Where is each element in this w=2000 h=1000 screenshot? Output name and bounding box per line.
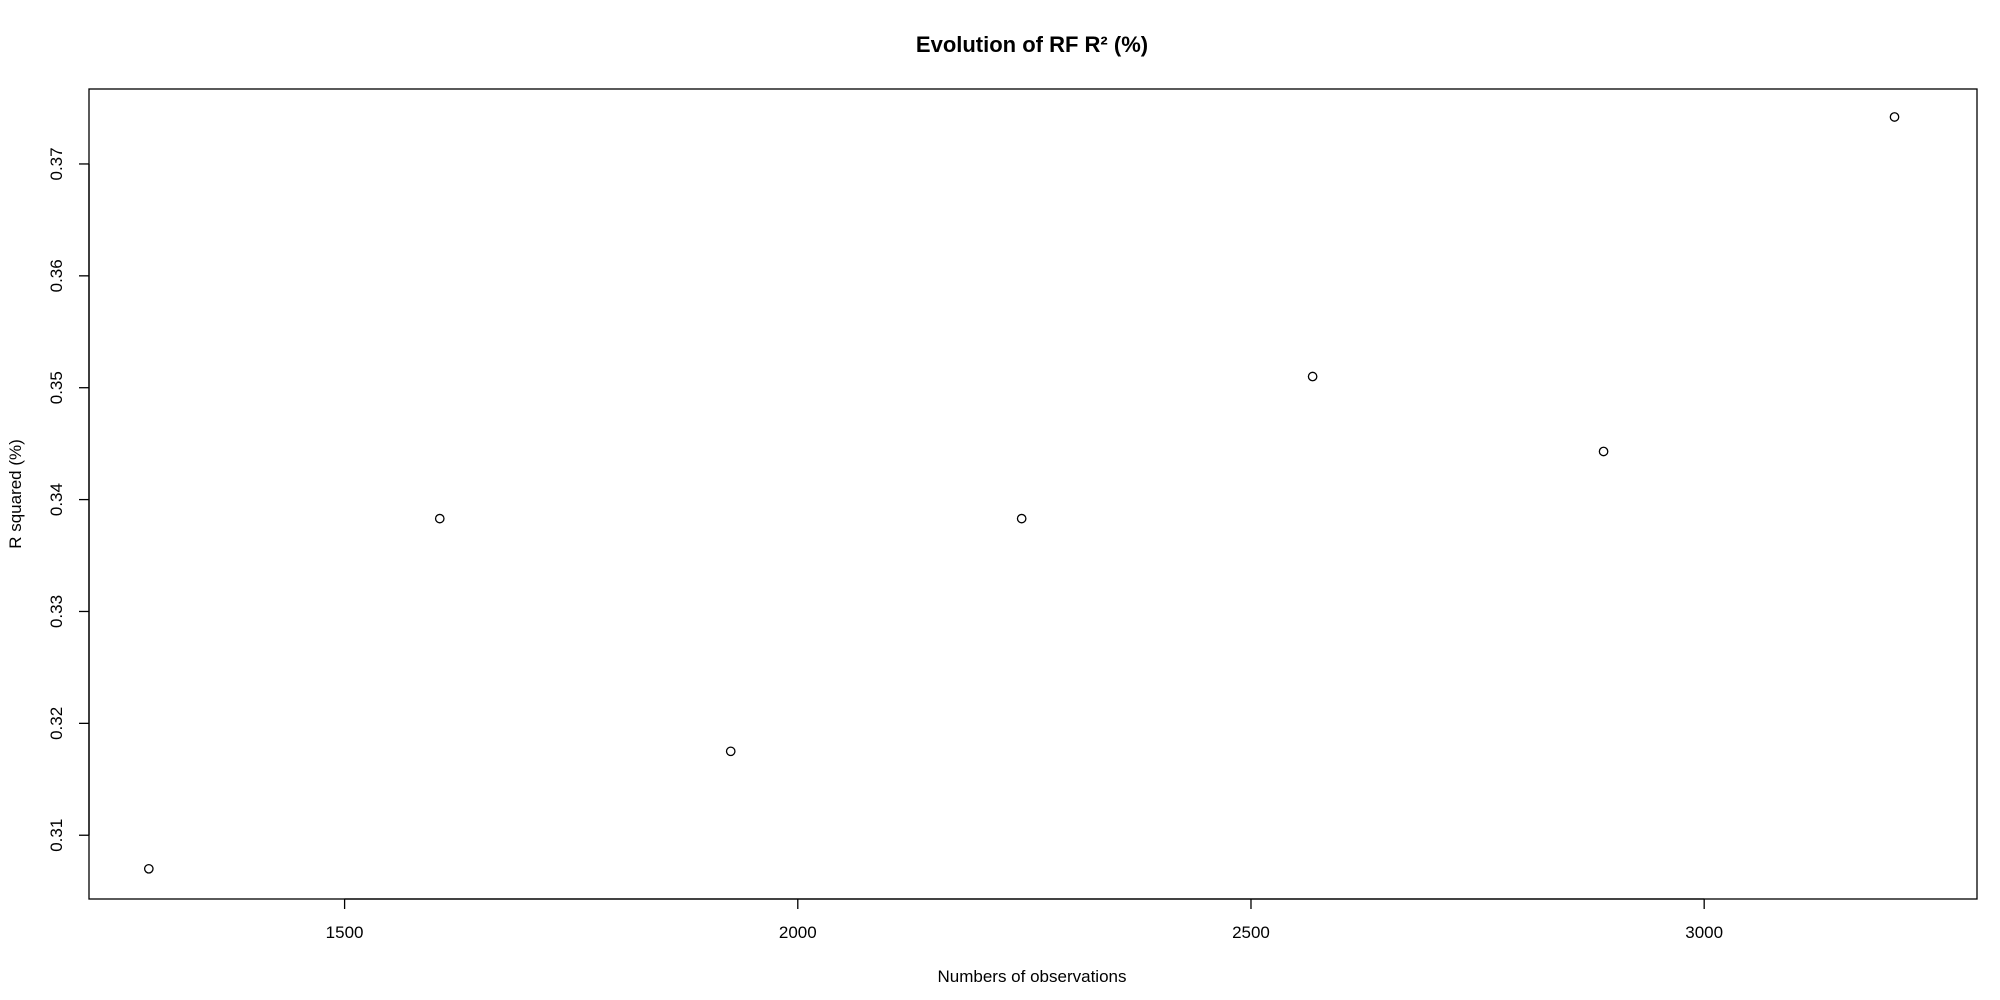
x-tick-label: 2500 bbox=[1232, 923, 1270, 942]
x-axis-title: Numbers of observations bbox=[938, 967, 1127, 986]
data-point bbox=[1307, 371, 1318, 382]
chart-title: Evolution of RF R² (%) bbox=[916, 32, 1148, 57]
data-point bbox=[143, 863, 154, 874]
x-tick-label: 3000 bbox=[1685, 923, 1723, 942]
data-point bbox=[1598, 446, 1609, 457]
y-axis: 0.31 0.32 0.33 0.34 0.35 0.36 0.37 bbox=[47, 147, 90, 852]
plot-frame bbox=[88, 88, 1978, 900]
x-tick-label: 2000 bbox=[779, 923, 817, 942]
y-axis-title: R squared (%) bbox=[6, 439, 25, 549]
y-tick-label: 0.33 bbox=[47, 595, 66, 628]
data-point bbox=[1889, 112, 1900, 122]
data-point bbox=[434, 513, 445, 524]
data-point bbox=[1016, 513, 1027, 524]
data-point bbox=[725, 746, 736, 757]
x-tick-label: 1500 bbox=[326, 923, 364, 942]
y-tick-label: 0.34 bbox=[47, 483, 66, 516]
x-axis: 1500 2000 2500 3000 bbox=[326, 898, 1723, 942]
y-tick-label: 0.31 bbox=[47, 819, 66, 852]
y-tick-label: 0.36 bbox=[47, 259, 66, 292]
y-tick-label: 0.37 bbox=[47, 147, 66, 180]
y-tick-label: 0.32 bbox=[47, 707, 66, 740]
data-points bbox=[143, 112, 1900, 874]
y-tick-label: 0.35 bbox=[47, 371, 66, 404]
